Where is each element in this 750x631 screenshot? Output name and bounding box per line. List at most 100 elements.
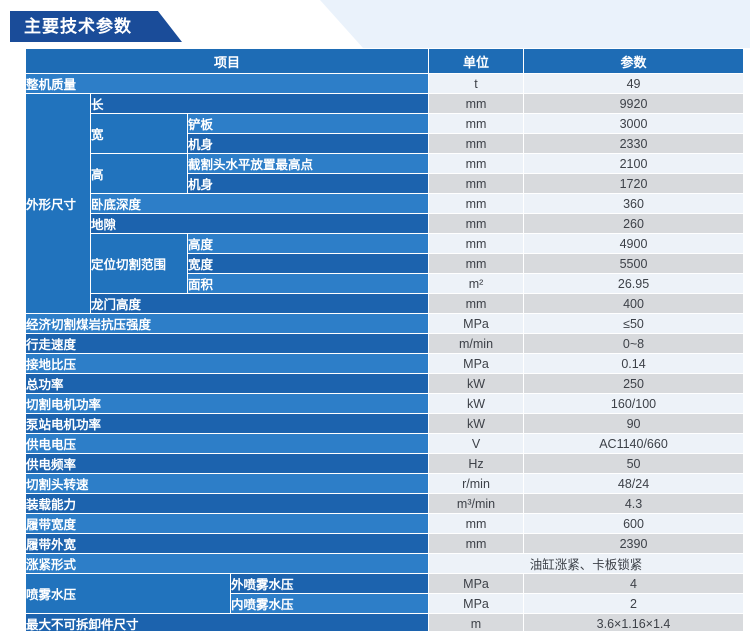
item-cell: 内喷雾水压 [229, 593, 430, 614]
group-cell-height: 高 [90, 153, 188, 194]
table-row: 高 截割头水平放置最高点 mm 2100 [26, 153, 745, 194]
value-cell: 9920 [523, 93, 745, 114]
value-cell: 3000 [523, 113, 745, 134]
table-row: 地隙 mm 260 [26, 213, 745, 234]
item-cell: 铲板 [186, 113, 430, 134]
unit-cell: kW [428, 373, 525, 394]
table-row: 卧底深度 mm 360 [26, 193, 745, 214]
item-cell: 宽度 [186, 253, 430, 274]
table-row: 供电频率 Hz 50 [24, 453, 745, 474]
item-cell: 接地比压 [24, 353, 430, 374]
table-row: 切割头转速 r/min 48/24 [24, 473, 745, 494]
unit-cell: MPa [428, 593, 525, 614]
page-title-banner: 主要技术参数 [10, 11, 182, 42]
value-cell: 260 [523, 213, 745, 234]
item-cell: 卧底深度 [89, 193, 430, 214]
value-cell: 90 [523, 413, 745, 434]
item-cell: 截割头水平放置最高点 [186, 153, 430, 174]
table-row: 最大不可拆卸件尺寸 m 3.6×1.16×1.4 [24, 613, 745, 631]
col-header-item: 项目 [24, 48, 430, 74]
item-cell: 泵站电机功率 [24, 413, 430, 434]
table-row: 履带外宽 mm 2390 [24, 533, 745, 554]
header-row: 项目 单位 参数 [24, 48, 745, 74]
unit-cell: mm [428, 513, 525, 534]
unit-cell: m³/min [428, 493, 525, 514]
unit-cell: mm [428, 193, 525, 214]
value-cell-merged: 油缸涨紧、卡板锁紧 [428, 553, 745, 574]
table-row: 泵站电机功率 kW 90 [24, 413, 745, 434]
value-cell: 2100 [523, 153, 745, 174]
value-cell: 26.95 [523, 273, 745, 294]
item-cell: 高度 [186, 233, 430, 254]
unit-cell: mm [428, 533, 525, 554]
value-cell: 49 [523, 73, 745, 94]
item-cell: 供电频率 [24, 453, 430, 474]
value-cell: 50 [523, 453, 745, 474]
value-cell: 5500 [523, 253, 745, 274]
value-cell: 360 [523, 193, 745, 214]
unit-cell: mm [428, 153, 525, 174]
table-row: 涨紧形式 油缸涨紧、卡板锁紧 [24, 553, 745, 574]
item-cell: 经济切割煤岩抗压强度 [24, 313, 430, 334]
item-cell: 最大不可拆卸件尺寸 [24, 613, 430, 631]
top-right-decoration [320, 0, 750, 48]
item-cell: 切割电机功率 [24, 393, 430, 414]
item-cell: 涨紧形式 [24, 553, 430, 574]
unit-cell: MPa [428, 313, 525, 334]
unit-cell: mm [428, 173, 525, 194]
value-cell: 160/100 [523, 393, 745, 414]
item-cell: 地隙 [89, 213, 430, 234]
table-row: 整机质量 t 49 [24, 73, 745, 94]
table-row: 切割电机功率 kW 160/100 [24, 393, 745, 414]
value-cell: 4.3 [523, 493, 745, 514]
item-cell: 行走速度 [24, 333, 430, 354]
item-cell: 履带宽度 [24, 513, 430, 534]
value-cell: 2390 [523, 533, 745, 554]
value-cell: 0~8 [523, 333, 745, 354]
unit-cell: kW [428, 393, 525, 414]
table-row: 总功率 kW 250 [24, 373, 745, 394]
group-cell-dimensions: 外形尺寸 [25, 93, 91, 314]
value-cell: 48/24 [523, 473, 745, 494]
table-row: 经济切割煤岩抗压强度 MPa ≤50 [24, 313, 745, 334]
unit-cell: t [428, 73, 525, 94]
table-row: 外形尺寸 长 mm 9920 [25, 93, 745, 314]
table-row: 喷雾水压 外喷雾水压 MPa 4 [25, 573, 745, 614]
unit-cell: mm [428, 293, 525, 314]
col-header-unit: 单位 [428, 48, 525, 74]
value-cell: 400 [523, 293, 745, 314]
unit-cell: mm [428, 213, 525, 234]
item-cell: 装载能力 [24, 493, 430, 514]
table-row: 宽 铲板 mm 3000 [26, 113, 745, 154]
item-cell: 切割头转速 [24, 473, 430, 494]
value-cell: 4900 [523, 233, 745, 254]
table-row: 行走速度 m/min 0~8 [24, 333, 745, 354]
unit-cell: V [428, 433, 525, 454]
item-cell: 机身 [186, 133, 430, 154]
value-cell: ≤50 [523, 313, 745, 334]
value-cell: 0.14 [523, 353, 745, 374]
value-cell: 1720 [523, 173, 745, 194]
unit-cell: m² [428, 273, 525, 294]
item-cell: 履带外宽 [24, 533, 430, 554]
table-row: 接地比压 MPa 0.14 [24, 353, 745, 374]
table-row: 定位切割范围 高度 mm 4900 [26, 233, 745, 294]
group-cell-spray: 喷雾水压 [25, 573, 231, 614]
unit-cell: mm [428, 253, 525, 274]
value-cell: 250 [523, 373, 745, 394]
unit-cell: mm [428, 113, 525, 134]
table-row: 面积 m² 26.95 [26, 273, 745, 294]
item-cell: 机身 [186, 173, 430, 194]
value-cell: 2330 [523, 133, 745, 154]
table-row: 机身 mm 1720 [26, 173, 745, 194]
unit-cell: Hz [428, 453, 525, 474]
item-cell: 龙门高度 [89, 293, 430, 314]
item-cell: 总功率 [24, 373, 430, 394]
unit-cell: mm [428, 93, 525, 114]
item-cell: 外喷雾水压 [229, 573, 430, 594]
table-row: 装载能力 m³/min 4.3 [24, 493, 745, 514]
group-cell-cutting-range: 定位切割范围 [90, 233, 188, 294]
col-header-value: 参数 [523, 48, 745, 74]
unit-cell: m/min [428, 333, 525, 354]
